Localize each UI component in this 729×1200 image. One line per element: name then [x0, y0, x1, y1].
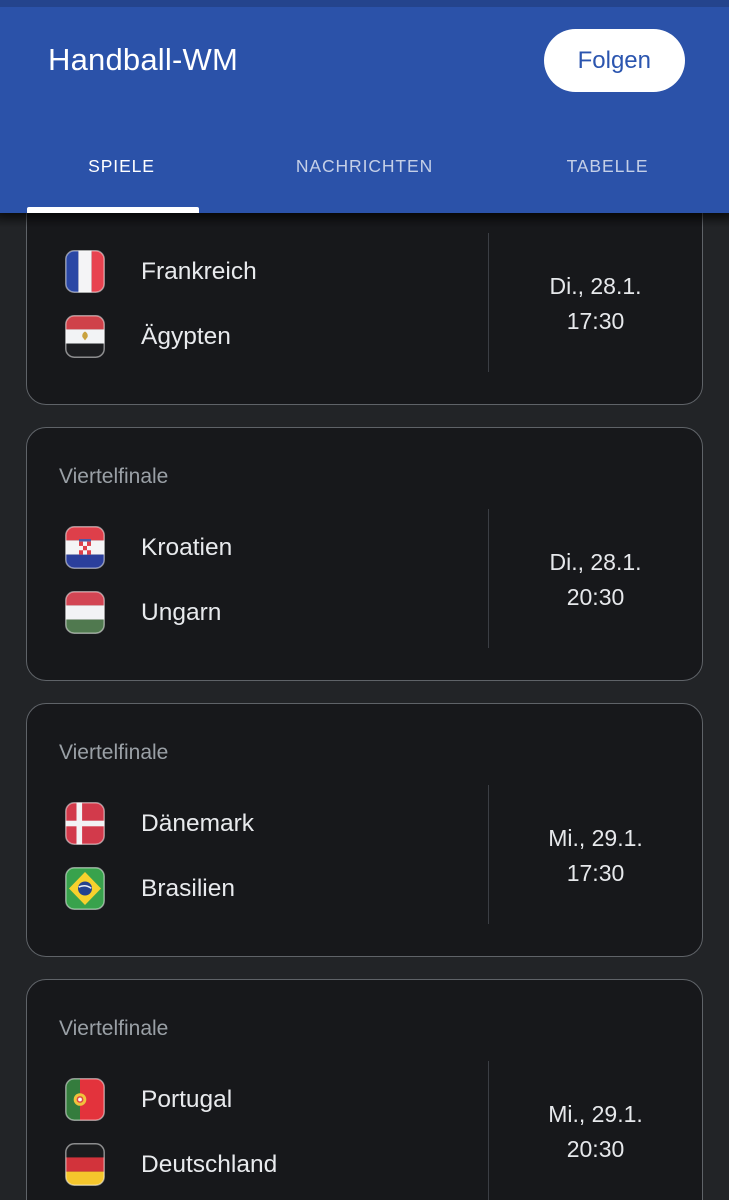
- tab-nachrichten[interactable]: NACHRICHTEN: [243, 133, 486, 213]
- team-row: Frankreich: [65, 250, 488, 293]
- tab-bar: SPIELE NACHRICHTEN TABELLE: [0, 133, 729, 213]
- team-row: Brasilien: [65, 867, 488, 910]
- match-datetime: Mi., 29.1. 17:30: [488, 785, 702, 924]
- stage-label: [27, 213, 702, 214]
- match-datetime: Di., 28.1. 20:30: [488, 509, 702, 648]
- tab-tabelle[interactable]: TABELLE: [486, 133, 729, 213]
- stage-label: Viertelfinale: [59, 741, 169, 764]
- match-datetime: Di., 28.1. 17:30: [488, 233, 702, 372]
- app-header: Handball-WM Folgen SPIELE NACHRICHTEN TA…: [0, 0, 729, 213]
- tab-label: SPIELE: [88, 155, 155, 176]
- match-row: Portugal Deutschland Mi., 29.1. 20:30: [27, 1061, 702, 1200]
- team-name: Deutschland: [141, 1150, 278, 1178]
- stage-label: Viertelfinale: [59, 465, 169, 488]
- team-row: Kroatien: [65, 526, 488, 569]
- statusbar-shade: [0, 0, 729, 7]
- brazil-flag-icon: [65, 867, 105, 910]
- france-flag-icon: [65, 250, 105, 293]
- team-name: Portugal: [141, 1085, 233, 1113]
- match-date: Mi., 29.1.: [548, 825, 643, 851]
- match-date: Di., 28.1.: [549, 549, 642, 575]
- croatia-flag-icon: [65, 526, 105, 569]
- match-card[interactable]: Viertelfinale Portugal Deutschland Mi., …: [26, 979, 703, 1200]
- match-row: Kroatien Ungarn Di., 28.1. 20:30: [27, 509, 702, 648]
- tab-label: NACHRICHTEN: [295, 155, 434, 176]
- match-date: Mi., 29.1.: [548, 1101, 643, 1127]
- teams-column: Frankreich Ägypten: [27, 250, 488, 358]
- active-tab-indicator: [27, 207, 199, 213]
- match-date: Di., 28.1.: [549, 273, 642, 299]
- tab-label: TABELLE: [566, 155, 649, 176]
- denmark-flag-icon: [65, 802, 105, 845]
- team-row: Ungarn: [65, 591, 488, 634]
- team-name: Frankreich: [141, 257, 257, 285]
- teams-column: Kroatien Ungarn: [27, 526, 488, 634]
- match-time: 20:30: [566, 1136, 625, 1162]
- hungary-flag-icon: [65, 591, 105, 634]
- match-row: Frankreich Ägypten Di., 28.1. 17:30: [27, 233, 702, 372]
- team-row: Portugal: [65, 1078, 488, 1121]
- tab-spiele[interactable]: SPIELE: [0, 133, 243, 213]
- match-card[interactable]: Viertelfinale Dänemark Brasilien Mi., 29…: [26, 703, 703, 957]
- portugal-flag-icon: [65, 1078, 105, 1121]
- egypt-flag-icon: [65, 315, 105, 358]
- team-row: Ägypten: [65, 315, 488, 358]
- team-row: Deutschland: [65, 1143, 488, 1186]
- team-row: Dänemark: [65, 802, 488, 845]
- stage-label: Viertelfinale: [59, 1017, 169, 1040]
- match-datetime: Mi., 29.1. 20:30: [488, 1061, 702, 1200]
- match-time: 17:30: [566, 860, 625, 886]
- matches-list: Frankreich Ägypten Di., 28.1. 17:30 Vier…: [0, 213, 729, 1200]
- teams-column: Portugal Deutschland: [27, 1078, 488, 1186]
- follow-button[interactable]: Folgen: [543, 29, 685, 92]
- team-name: Brasilien: [141, 874, 235, 902]
- match-card[interactable]: Frankreich Ägypten Di., 28.1. 17:30: [26, 213, 703, 405]
- match-time: 20:30: [566, 584, 625, 610]
- match-time: 17:30: [566, 308, 625, 334]
- page-title: Handball-WM: [48, 42, 238, 77]
- team-name: Kroatien: [141, 533, 233, 561]
- germany-flag-icon: [65, 1143, 105, 1186]
- match-card[interactable]: Viertelfinale Kroatien Ungarn Di., 28.1.…: [26, 427, 703, 681]
- team-name: Ägypten: [141, 322, 231, 350]
- match-row: Dänemark Brasilien Mi., 29.1. 17:30: [27, 785, 702, 924]
- team-name: Dänemark: [141, 809, 255, 837]
- team-name: Ungarn: [141, 598, 222, 626]
- teams-column: Dänemark Brasilien: [27, 802, 488, 910]
